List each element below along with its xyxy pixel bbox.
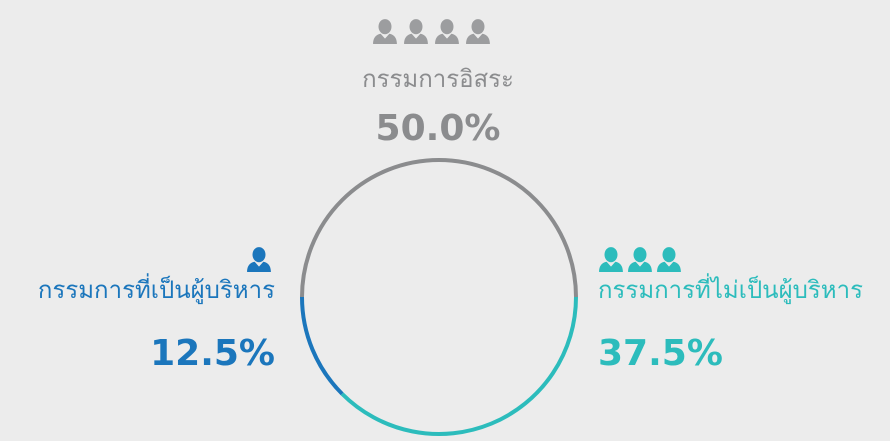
ring-segment	[300, 158, 578, 298]
ring-segment	[300, 296, 344, 396]
value-label: 50.0%	[376, 108, 501, 149]
icons-executive	[247, 247, 271, 272]
value-label: 37.5%	[598, 333, 723, 374]
category-label: กรรมการที่เป็นผู้บริหาร	[38, 273, 275, 305]
category-label: กรรมการที่ไม่เป็นผู้บริหาร	[598, 273, 863, 305]
icons-independent	[373, 19, 490, 44]
icons-non-executive	[599, 247, 681, 272]
category-label: กรรมการอิสระ	[362, 65, 514, 93]
value-label: 12.5%	[150, 333, 275, 374]
ring-segment	[340, 296, 578, 436]
